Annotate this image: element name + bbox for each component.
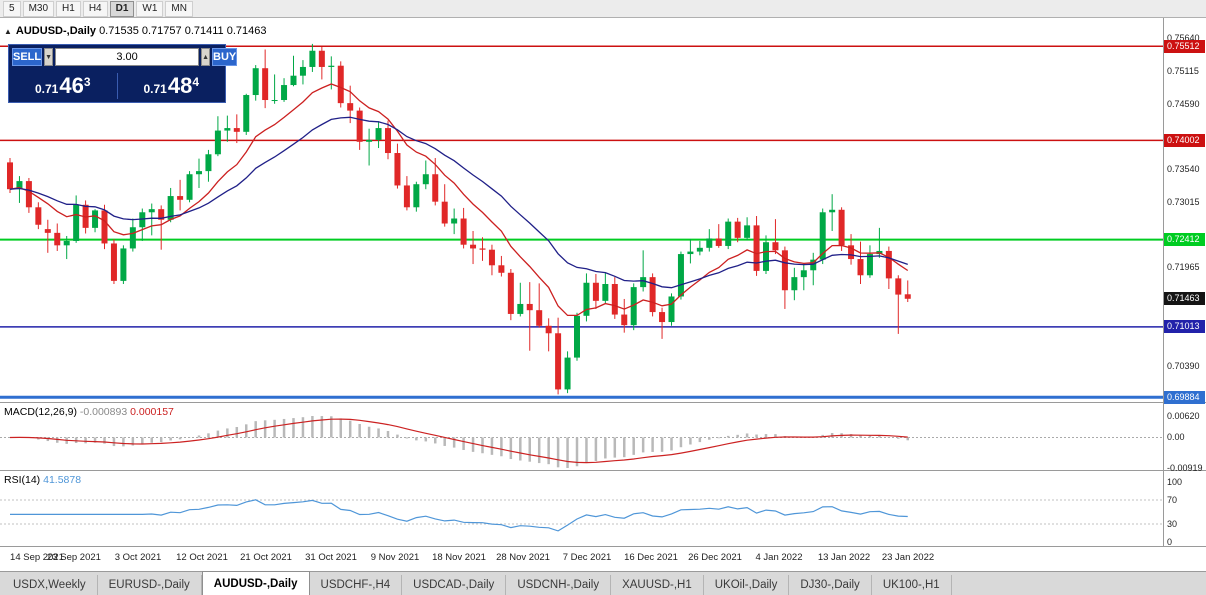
date-axis-label: 3 Oct 2021 [114,552,162,563]
macd-main-value: -0.000893 [79,406,128,418]
price-divider [116,72,118,99]
buy-price[interactable]: 0.71 48 4 [118,73,226,99]
volume-input[interactable] [55,48,200,66]
price-axis-label: 0.70390 [1167,361,1200,371]
sell-price-big-digits: 46 [59,72,84,98]
chart-tab-usdchf-h4[interactable]: USDCHF-,H4 [310,575,403,595]
macd-name: MACD(12,26,9) [4,406,77,418]
date-axis-label: 23 Jan 2022 [881,552,935,563]
timeframe-button-mn[interactable]: MN [165,0,193,17]
rsi-indicator-label: RSI(14) 41.5878 [4,474,81,486]
price-axis-label: 0.75640 [1167,33,1200,43]
indicator-axis-label: 0.00620 [1167,411,1200,421]
price-axis-label: 0.74590 [1167,99,1200,109]
indicator-axis-label: -0.00919 [1167,463,1203,473]
sell-button[interactable]: SELL [12,48,43,66]
price-axis-label: 0.73540 [1167,164,1200,174]
buy-button[interactable]: BUY [212,48,238,66]
date-axis-label: 26 Dec 2021 [688,552,742,563]
date-axis-label: 4 Jan 2022 [755,552,803,563]
price-axis-label: 0.73015 [1167,197,1200,207]
indicator-axis-label: 70 [1167,495,1178,505]
date-axis-label: 14 Sep 2021 [10,552,64,563]
price-axis-badge: 0.74002 [1164,134,1205,147]
date-axis-label: 21 Oct 2021 [240,552,292,563]
price-axis-badge: 0.72412 [1164,233,1205,246]
buy-price-prefix: 0.71 [143,81,167,96]
timeframe-button-h1[interactable]: H1 [56,0,81,17]
date-axis-label: 28 Nov 2021 [496,552,550,563]
chart-tab-usdcad-daily[interactable]: USDCAD-,Daily [402,575,507,595]
chart-tab-dj30-daily[interactable]: DJ30-,Daily [789,575,872,595]
timeframe-button-h4[interactable]: H4 [82,0,108,17]
one-click-collapse-icon[interactable]: ▲ [4,27,12,36]
chart-area[interactable]: ▲ AUDUSD-,Daily 0.71535 0.71757 0.71411 0… [0,18,1206,571]
volume-increase-button[interactable]: ▲ [201,48,210,66]
date-axis-label: 13 Jan 2022 [817,552,871,563]
price-axis-badge: 0.75512 [1164,40,1205,53]
price-axis-badge: 0.71463 [1164,292,1205,305]
date-axis-label: 9 Nov 2021 [370,552,420,563]
chart-tab-eurusd-daily[interactable]: EURUSD-,Daily [98,575,202,595]
buy-price-pipette: 4 [192,74,200,89]
timeframe-button-5[interactable]: 5 [3,0,21,17]
indicator-axis-label: 0 [1167,537,1173,547]
date-axis-label: 31 Oct 2021 [305,552,357,563]
chart-tabs: USDX,Weekly EURUSD-,Daily AUDUSD-,Daily USD… [0,571,1206,595]
chart-tab-usdx-weekly[interactable]: USDX,Weekly [2,575,98,595]
indicator-axis-label: 100 [1167,477,1183,487]
date-axis-label: 18 Nov 2021 [432,552,486,563]
chart-symbol-period: AUDUSD-,Daily [15,25,96,37]
volume-decrease-button[interactable]: ▼ [44,48,54,66]
chart-tab-usdcnh-daily[interactable]: USDCNH-,Daily [506,575,612,595]
date-axis-label: 16 Dec 2021 [624,552,678,563]
chart-tab-ukoil-daily[interactable]: UKOil-,Daily [704,575,790,595]
indicator-axis-label: 0.00 [1167,432,1185,442]
timeframe-button-m30[interactable]: M30 [22,0,55,17]
macd-indicator-label: MACD(12,26,9) -0.000893 0.000157 [4,406,174,418]
sell-price-prefix: 0.71 [34,81,59,96]
indicator-axis-label: 30 [1167,519,1178,529]
price-axis-badge: 0.69884 [1164,391,1205,404]
sell-price-pipette: 3 [83,74,91,89]
timeframe-toolbar: 5 M30 H1 H4 D1 W1 MN [0,0,1206,18]
price-axis-label: 0.75115 [1167,66,1199,76]
chart-ohlc-values: 0.71535 0.71757 0.71411 0.71463 [99,25,267,37]
date-axis-label: 23 Sep 2021 [47,552,101,563]
price-chart-canvas[interactable] [0,18,1206,571]
chart-tab-audusd-daily[interactable]: AUDUSD-,Daily [201,571,310,595]
chart-title: ▲ AUDUSD-,Daily 0.71535 0.71757 0.71411 0… [4,25,266,37]
buy-price-big-digits: 48 [167,72,193,98]
rsi-name: RSI(14) [4,474,41,486]
date-axis-label: 7 Dec 2021 [562,552,612,563]
price-axis-label: 0.71965 [1167,262,1200,272]
rsi-value: 41.5878 [43,474,82,486]
chart-tab-xauusd-h1[interactable]: XAUUSD-,H1 [611,575,704,595]
macd-signal-value: 0.000157 [130,406,174,418]
price-axis-badge: 0.71013 [1164,320,1205,333]
chart-tab-uk100-h1[interactable]: UK100-,H1 [872,575,952,595]
timeframe-button-w1[interactable]: W1 [136,0,164,17]
date-axis-label: 12 Oct 2021 [176,552,228,563]
sell-price[interactable]: 0.71 46 3 [9,73,117,99]
timeframe-button-d1[interactable]: D1 [109,0,135,17]
